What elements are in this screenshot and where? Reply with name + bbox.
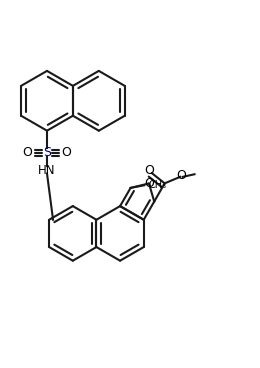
Text: O: O xyxy=(23,146,32,159)
Text: S: S xyxy=(43,146,51,159)
Text: O: O xyxy=(144,177,154,190)
Text: HN: HN xyxy=(38,164,56,177)
Text: O: O xyxy=(144,164,154,177)
Text: O: O xyxy=(177,169,186,182)
Text: O: O xyxy=(62,146,72,159)
Text: CH₃: CH₃ xyxy=(149,180,167,190)
